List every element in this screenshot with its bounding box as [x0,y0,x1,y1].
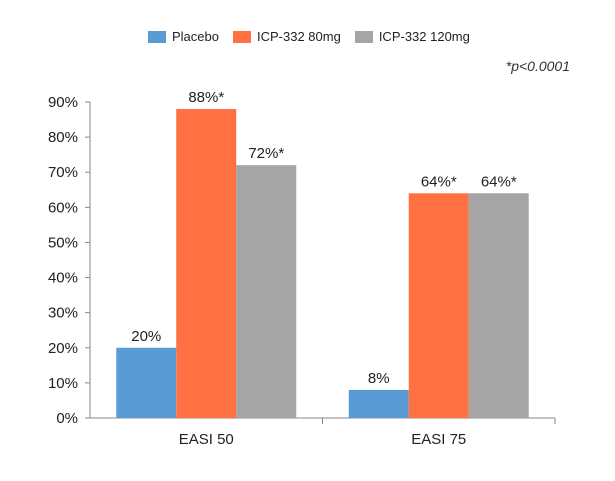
y-tick-label: 70% [48,164,78,181]
y-tick-label: 90% [48,94,78,111]
bar [408,193,469,418]
legend-label-icp-332-120mg: ICP-332 120mg [378,29,470,44]
y-tick-label: 80% [48,129,78,146]
bar [116,347,177,418]
legend-item-icp-332-120mg: ICP-332 120mg [354,29,470,44]
y-tick-label: 50% [48,234,78,251]
data-label: 8% [368,370,390,387]
chart-legend: Placebo ICP-332 80mg ICP-332 120mg [148,29,484,44]
legend-label-placebo: Placebo [172,29,219,44]
legend-item-placebo: Placebo [148,29,219,44]
data-label: 72%* [248,145,284,162]
y-tick-label: 40% [48,270,78,287]
y-tick-label: 0% [56,410,78,427]
bar [348,389,409,418]
data-label: 64%* [481,173,517,190]
x-category-label: EASI 75 [411,431,466,448]
legend-swatch-placebo [148,30,166,43]
y-tick-label: 10% [48,375,78,392]
bar [236,165,297,418]
significance-note: *p<0.0001 [505,58,570,74]
data-label: 20% [131,328,161,345]
y-tick-label: 60% [48,199,78,216]
bar [468,193,529,418]
x-category-label: EASI 50 [179,431,234,448]
y-tick-label: 30% [48,305,78,322]
bar [176,109,237,419]
legend-item-icp-332-80mg: ICP-332 80mg [232,29,341,44]
legend-swatch-icp-332-80mg [232,30,251,43]
legend-swatch-icp-332-120mg [354,30,373,43]
data-label: 64%* [421,173,457,190]
data-label: 88%* [188,89,224,106]
legend-label-icp-332-80mg: ICP-332 80mg [256,29,341,44]
y-tick-label: 20% [48,340,78,357]
